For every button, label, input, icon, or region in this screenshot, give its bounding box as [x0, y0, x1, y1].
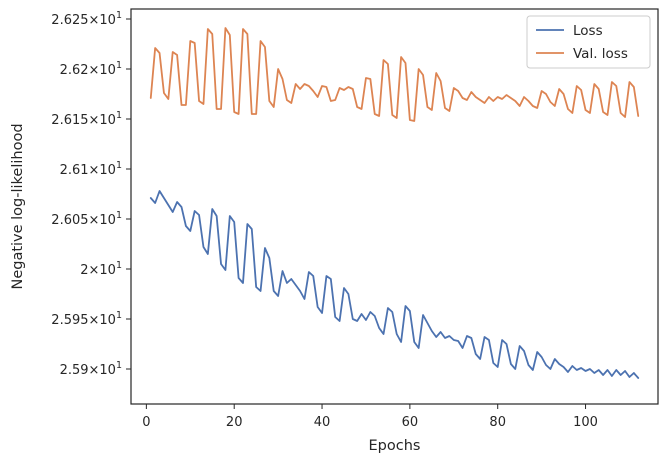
series-layer	[149, 27, 640, 379]
y-tick-label: 2.625×101	[51, 10, 122, 28]
y-axis-ticks: 2.59×101 2.595×101 2×101 2.605×101 2.61×101 2…	[51, 10, 131, 378]
legend-label-loss: Loss	[573, 23, 603, 39]
x-tick-label: 40	[314, 415, 331, 430]
legend-label-val-loss: Val. loss	[573, 46, 628, 62]
x-tick-label: 0	[142, 415, 150, 430]
y-tick-label: 2×101	[80, 260, 122, 278]
x-tick-label: 20	[226, 415, 243, 430]
y-axis-label: Negative log-likelihood	[10, 123, 26, 289]
y-tick-label: 2.62×101	[60, 60, 122, 78]
legend-box	[526, 15, 651, 69]
y-tick-label: 2.61×101	[60, 160, 122, 178]
x-axis-ticks: 0 20 40 60 80 100	[142, 404, 598, 430]
y-tick-label: 2.605×101	[51, 210, 122, 228]
x-tick-label: 80	[489, 415, 506, 430]
series-line-val-loss	[149, 27, 640, 122]
x-tick-label: 100	[573, 415, 598, 430]
legend: Loss Val. loss	[526, 15, 651, 69]
x-tick-label: 60	[402, 415, 419, 430]
series-line-loss	[149, 190, 640, 379]
plot-frame	[130, 8, 659, 405]
y-tick-label: 2.615×101	[51, 110, 122, 128]
y-tick-label: 2.595×101	[51, 310, 122, 328]
y-tick-label: 2.59×101	[60, 360, 122, 378]
x-axis-label: Epochs	[369, 438, 421, 454]
